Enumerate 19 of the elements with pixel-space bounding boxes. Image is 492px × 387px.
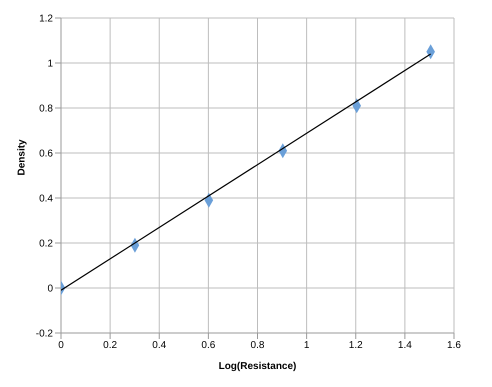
x-tick-label: 0.4 [152,340,167,352]
y-tick-label: 0.2 [39,238,54,250]
x-tick-label: 1.4 [398,340,412,352]
x-tick-label: 0.8 [250,340,265,352]
y-tick-label: 0.4 [39,194,54,205]
x-tick-label: 0 [58,340,64,352]
x-tick-label: 1.6 [447,340,462,352]
x-tick-label: 0.6 [201,340,216,352]
y-tick-label: 0 [47,284,54,295]
x-tick-label: 1.2 [348,340,364,352]
y-axis-title: Density [16,138,28,176]
x-axis-title: Log(Resistance) [218,361,296,372]
y-tick-label: 0.8 [39,104,54,115]
y-tick-label: 1 [47,58,54,70]
y-tick-label: 1.2 [39,14,54,25]
y-tick-label: -0.2 [36,328,54,340]
x-tick-label: 1 [304,340,310,352]
y-tick-label: 0.6 [39,148,54,160]
x-tick-label: 0.2 [103,340,118,352]
